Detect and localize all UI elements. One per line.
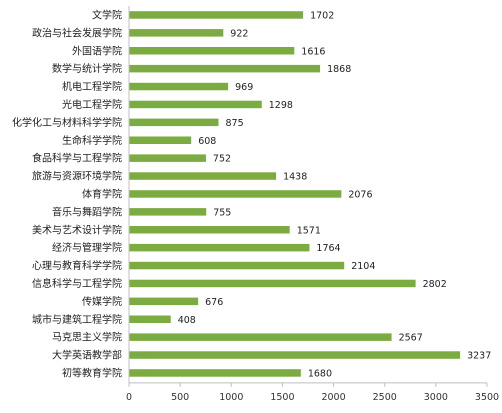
value-label-3: 1868 bbox=[327, 64, 351, 75]
category-label-12: 美术与艺术设计学院 bbox=[32, 223, 122, 236]
category-label-10: 体育学院 bbox=[82, 187, 122, 200]
bar-0 bbox=[129, 11, 304, 19]
bar-8 bbox=[129, 154, 206, 162]
bar-16 bbox=[129, 297, 199, 306]
value-label-20: 1680 bbox=[308, 368, 332, 379]
x-tick-label-5: 2500 bbox=[373, 392, 397, 403]
bar-18 bbox=[129, 333, 392, 341]
value-label-15: 2802 bbox=[423, 279, 447, 290]
category-label-18: 马克思主义学院 bbox=[52, 331, 122, 344]
category-label-4: 机电工程学院 bbox=[62, 80, 122, 93]
bar-19 bbox=[129, 351, 461, 359]
bar-12 bbox=[129, 226, 290, 234]
category-label-13: 经济与管理学院 bbox=[52, 241, 122, 254]
x-tick-label-0: 0 bbox=[126, 392, 132, 403]
category-label-20: 初等教育学院 bbox=[62, 366, 122, 379]
bar-10 bbox=[129, 190, 342, 198]
value-label-17: 408 bbox=[178, 315, 196, 326]
value-label-7: 608 bbox=[198, 136, 216, 147]
x-tick-label-2: 1000 bbox=[219, 392, 243, 403]
x-tick-label-1: 500 bbox=[171, 392, 189, 403]
value-label-5: 1298 bbox=[269, 100, 293, 111]
category-label-7: 生命科学学院 bbox=[62, 134, 122, 147]
bar-13 bbox=[129, 243, 310, 252]
bar-2 bbox=[129, 47, 295, 55]
bar-7 bbox=[129, 136, 192, 144]
value-label-10: 2076 bbox=[348, 189, 372, 200]
category-label-1: 政治与社会发展学院 bbox=[32, 26, 122, 39]
value-label-11: 755 bbox=[213, 207, 231, 218]
value-label-0: 1702 bbox=[310, 10, 334, 21]
category-label-17: 城市与建筑工程学院 bbox=[32, 313, 122, 326]
value-label-12: 1571 bbox=[297, 225, 321, 236]
x-tick-label-4: 2000 bbox=[321, 392, 345, 403]
bar-14 bbox=[129, 261, 345, 270]
value-label-4: 969 bbox=[235, 82, 253, 93]
bar-5 bbox=[129, 100, 262, 109]
x-tick-label-6: 3000 bbox=[424, 392, 448, 403]
category-label-19: 大学英语教学部 bbox=[52, 349, 122, 362]
category-label-2: 外国语学院 bbox=[72, 44, 122, 57]
x-tick-label-3: 1500 bbox=[270, 392, 294, 403]
category-label-6: 化学化工与材料科学学院 bbox=[12, 116, 122, 129]
bar-17 bbox=[129, 315, 171, 323]
value-label-2: 1616 bbox=[301, 46, 325, 57]
category-label-5: 光电工程学院 bbox=[62, 98, 122, 111]
value-label-1: 922 bbox=[230, 28, 248, 39]
bar-15 bbox=[129, 279, 416, 288]
bar-20 bbox=[129, 369, 301, 377]
bar-3 bbox=[129, 64, 321, 73]
bar-9 bbox=[129, 172, 277, 180]
category-label-14: 心理与教育科学学院 bbox=[32, 259, 122, 272]
bar-4 bbox=[129, 82, 229, 91]
x-tick-label-7: 3500 bbox=[475, 392, 499, 403]
value-label-13: 1764 bbox=[316, 243, 340, 254]
category-label-8: 食品科学与工程学院 bbox=[32, 152, 122, 165]
bar-11 bbox=[129, 208, 207, 216]
bar-6 bbox=[129, 118, 219, 127]
value-label-18: 2567 bbox=[399, 333, 423, 344]
category-label-16: 传媒学院 bbox=[82, 295, 122, 308]
value-label-8: 752 bbox=[213, 154, 231, 165]
category-label-0: 文学院 bbox=[92, 8, 122, 21]
bars-layer bbox=[129, 11, 461, 377]
value-label-9: 1438 bbox=[283, 172, 307, 183]
bar-1 bbox=[129, 29, 224, 37]
category-label-15: 信息科学与工程学院 bbox=[32, 277, 122, 290]
category-label-3: 数学与统计学院 bbox=[52, 62, 122, 75]
category-label-9: 旅游与资源环境学院 bbox=[32, 170, 122, 183]
value-label-14: 2104 bbox=[351, 261, 375, 272]
axis-layer: 0 500 1000 1500 2000 2500 3000 3500 bbox=[126, 6, 499, 403]
value-label-6: 875 bbox=[226, 118, 244, 129]
labels-layer: 文学院 1702 政治与社会发展学院 922 外国语学院 1616 数学与统计学院 1868 机… bbox=[12, 8, 491, 379]
category-label-11: 音乐与舞蹈学院 bbox=[52, 205, 122, 218]
value-label-16: 676 bbox=[205, 297, 223, 308]
value-label-19: 3237 bbox=[467, 351, 491, 362]
